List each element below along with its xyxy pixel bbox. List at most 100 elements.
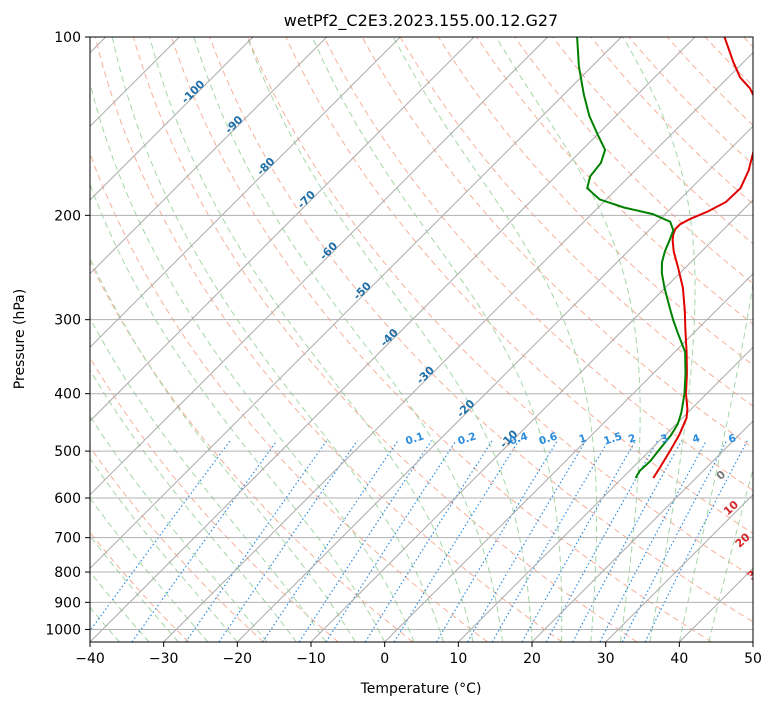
x-axis-label: Temperature (°C) [360,681,482,697]
mixing-ratio-line [466,440,587,642]
temperature-trace [652,37,753,479]
mixing-ratio-label: 3 [659,432,670,446]
isotherm-line [90,37,696,642]
x-tick-label: 50 [744,651,762,667]
y-axis: 1000 900 800 700 600 500 400 300 200 100 [45,30,90,638]
moist-adiabat-line [495,37,641,642]
x-tick-label: −40 [75,651,105,667]
y-tick-label: 100 [54,30,81,46]
y-tick-label: 600 [54,491,81,507]
x-tick-label: −30 [149,651,179,667]
mixing-ratio-line [545,440,659,642]
isotherm-line [236,125,753,642]
isotherm-line [90,37,328,275]
x-tick-label: 10 [449,651,467,667]
isotherm-line [531,420,753,642]
sounding-traces [576,37,753,479]
isotherm-line [605,493,753,642]
dry-adiabat-line [628,37,753,166]
dry-adiabat-line [476,37,753,325]
dry-adiabat-line [90,446,264,642]
y-tick-label: 800 [54,565,81,581]
chart-title: wetPf2_C2E3.2023.155.00.12.G27 [284,11,558,31]
moist-adiabat-line [311,37,563,642]
x-tick-label: 40 [670,651,688,667]
y-tick-label: 300 [54,313,81,329]
mixing-ratio-line [521,440,637,642]
dry-adiabat-line [209,37,753,623]
isotherm-line [90,37,549,496]
isotherm-line [384,272,753,642]
isotherm-line [457,346,753,642]
plot-area: -100-90-80-70-60-50-40-30-20-100.1 0.2 0.4… [90,37,765,642]
y-tick-label: 1000 [45,622,81,638]
isotherm-line [90,37,254,201]
mixing-ratio-line [325,440,457,642]
moist-adiabat-line [149,37,474,642]
dry-adiabat-line [323,37,753,491]
dry-adiabat-label: 30 [745,562,765,582]
moist-adiabat-line [90,368,297,642]
isobars [90,37,753,630]
mixing-ratio-label: 1 [577,432,588,446]
dewpoint-trace [576,37,687,479]
x-tick-label: 20 [523,651,541,667]
mixing-ratio-line [572,440,683,642]
dry-adiabat-line [132,37,638,642]
moist-adiabat-line [90,317,327,642]
mixing-ratio-label: 6 [727,432,738,446]
mixing-ratio-label: 4 [691,432,702,446]
mixing-ratio-line [364,440,493,642]
mixing-ratio-line [218,440,358,642]
mixing-ratio-line [185,440,328,642]
mixing-ratio-label: 0.4 [508,430,529,447]
mixing-ratio-line [644,440,748,642]
y-tick-label: 200 [54,208,81,224]
moist-adiabat-line [392,37,598,642]
moist-adiabat-line [111,37,445,642]
x-tick-label: −10 [296,651,326,667]
moist-adiabat-line [246,37,533,642]
dry-adiabats [90,37,753,642]
mixing-ratio-line [90,440,231,632]
moist-adiabat-line [90,415,268,642]
mixing-ratio-label: 1.5 [602,430,623,447]
isotherm-line [90,37,622,570]
plot-frame [89,36,754,643]
moist-adiabat-line [90,497,209,642]
y-tick-label: 400 [54,387,81,403]
dry-adiabat-line [94,37,563,642]
moist-adiabat-line [90,457,238,642]
y-axis-label: Pressure (hPa) [12,289,28,389]
isotherm-line [90,37,475,422]
y-tick-label: 700 [54,531,81,547]
moist-adiabat-line [678,280,753,642]
x-tick-label: 30 [597,651,615,667]
isotherm-line [90,37,401,349]
isotherms [90,37,753,642]
mixing-ratio-lines [90,440,748,642]
mixing-ratio-line [435,440,558,642]
isotherm-line [163,51,753,642]
dry-adiabat-line [247,37,753,578]
mixing-ratio-label: 2 [627,432,638,446]
mixing-ratio-line [262,440,399,642]
y-tick-label: 500 [54,444,81,460]
y-tick-label: 900 [54,595,81,611]
mixing-ratio-label: 0.2 [456,430,477,447]
moist-adiabat-line [622,37,696,642]
moist-adiabat-line [90,182,386,642]
moist-adiabat-line [708,467,753,642]
isotherm-line [310,199,753,642]
x-axis: −40 −30 −20 −10 0 10 20 30 40 50 [75,642,762,667]
moist-adiabat-line [90,535,179,642]
dry-adiabat-line [399,37,753,407]
mixing-ratio-label: 0.6 [537,430,558,447]
mixing-ratio-label: 0.1 [404,430,425,447]
mixing-ratio-line [298,440,432,642]
dry-adiabat-line [514,37,753,285]
x-tick-label: −20 [223,651,253,667]
